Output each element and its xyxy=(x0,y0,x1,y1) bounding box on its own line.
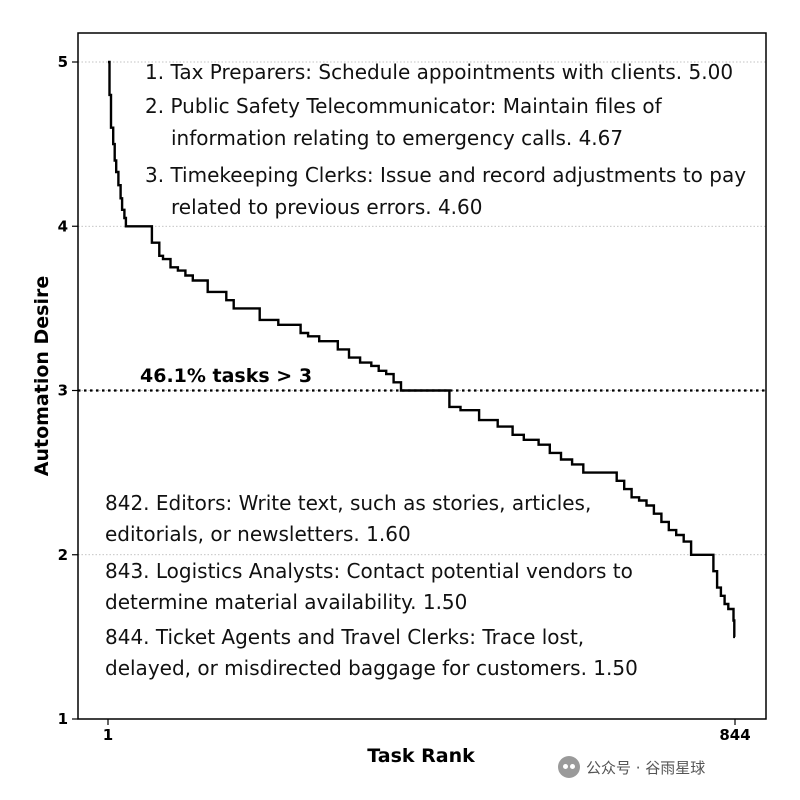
wechat-icon xyxy=(558,756,580,778)
y-axis-label: Automation Desire xyxy=(31,276,53,477)
x-tick-label: 1 xyxy=(103,726,113,744)
annotation-bottom-843b: determine material availability. 1.50 xyxy=(105,590,467,614)
plot-frame xyxy=(77,32,767,720)
x-axis-label: Task Rank xyxy=(367,745,475,767)
y-tick-label: 3 xyxy=(58,382,68,400)
watermark: 公众号 · 谷雨星球 xyxy=(558,756,705,778)
y-axis-ticks: 1 2 3 4 5 xyxy=(58,53,78,728)
annotation-top-3: 3. Timekeeping Clerks: Issue and record … xyxy=(145,163,746,187)
y-tick-label: 1 xyxy=(58,710,68,728)
threshold-label: 46.1% tasks > 3 xyxy=(140,365,312,387)
watermark-text: 公众号 · 谷雨星球 xyxy=(586,758,706,777)
bottom-annotations: 842. Editors: Write text, such as storie… xyxy=(105,491,638,680)
annotation-top-3b: related to previous errors. 4.60 xyxy=(171,195,482,219)
series-line xyxy=(108,60,736,639)
annotation-bottom-843: 843. Logistics Analysts: Contact potenti… xyxy=(105,559,633,583)
annotation-bottom-842b: editorials, or newsletters. 1.60 xyxy=(105,522,411,546)
y-tick-label: 5 xyxy=(58,53,68,71)
annotation-bottom-844: 844. Ticket Agents and Travel Clerks: Tr… xyxy=(105,625,584,649)
annotation-top-1: 1. Tax Preparers: Schedule appointments … xyxy=(145,60,733,84)
y-tick-label: 2 xyxy=(58,546,68,564)
top-annotations: 1. Tax Preparers: Schedule appointments … xyxy=(145,60,746,219)
annotation-bottom-842: 842. Editors: Write text, such as storie… xyxy=(105,491,591,515)
annotation-top-2: 2. Public Safety Telecommunicator: Maint… xyxy=(145,94,663,118)
y-tick-label: 4 xyxy=(58,217,68,235)
annotation-top-2b: information relating to emergency calls.… xyxy=(171,126,623,150)
annotation-bottom-844b: delayed, or misdirected baggage for cust… xyxy=(105,656,638,680)
x-axis-ticks: 1 844 xyxy=(103,719,751,744)
x-tick-label: 844 xyxy=(719,726,750,744)
